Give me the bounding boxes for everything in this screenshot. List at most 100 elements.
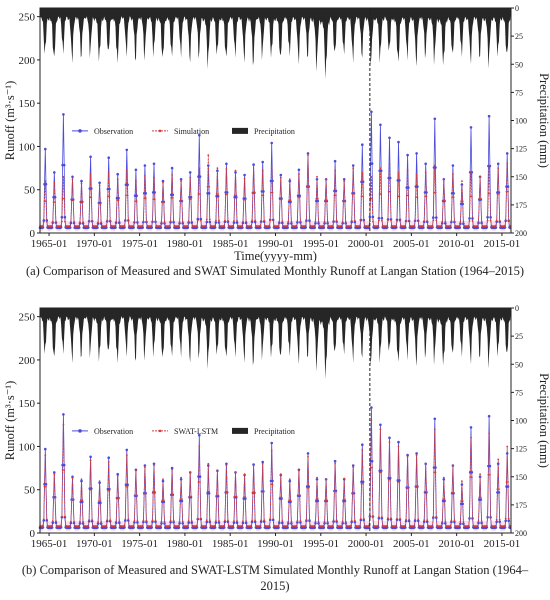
simulation-point bbox=[126, 485, 129, 488]
observation-point bbox=[53, 171, 56, 174]
simulation-point bbox=[424, 490, 426, 493]
observation-point bbox=[477, 521, 480, 525]
simulation-point bbox=[390, 219, 392, 222]
observation-point bbox=[416, 185, 419, 188]
x-tick-label: 1975-01 bbox=[121, 538, 158, 550]
observation-point bbox=[306, 152, 310, 155]
simulation-point bbox=[426, 220, 429, 222]
simulation-point bbox=[444, 220, 447, 223]
simulation-point bbox=[452, 196, 455, 199]
simulation-point bbox=[379, 428, 382, 431]
simulation-point bbox=[118, 220, 121, 223]
observation-point bbox=[279, 173, 283, 177]
simulation-point bbox=[432, 219, 435, 222]
observation-point bbox=[271, 479, 274, 483]
x-tick-label: 2010-01 bbox=[438, 238, 475, 250]
simulation-point bbox=[360, 483, 363, 485]
simulation-point bbox=[408, 518, 410, 521]
legend-observation-label: Observation bbox=[94, 427, 133, 436]
x-tick-label: 2005-01 bbox=[393, 538, 430, 550]
simulation-point bbox=[489, 192, 491, 195]
simulation-point bbox=[72, 498, 75, 501]
simulation-point bbox=[96, 525, 99, 527]
observation-point bbox=[468, 217, 471, 220]
observation-point bbox=[62, 413, 65, 416]
observation-point bbox=[398, 179, 401, 182]
simulation-point bbox=[162, 201, 165, 204]
observation-point bbox=[207, 464, 210, 467]
simulation-point bbox=[196, 224, 198, 227]
simulation-point bbox=[261, 169, 264, 172]
simulation-point bbox=[78, 524, 81, 527]
simulation-point bbox=[344, 498, 346, 501]
simulation-point bbox=[398, 481, 401, 483]
simulation-point bbox=[497, 458, 500, 461]
simulation-point bbox=[227, 219, 229, 222]
simulation-point bbox=[90, 196, 93, 199]
simulation-point bbox=[252, 464, 255, 467]
x-tick-label: 1965-01 bbox=[31, 538, 68, 550]
simulation-point bbox=[242, 220, 244, 223]
x-axis-label: Time(yyyy-mm) bbox=[234, 249, 317, 262]
simulation-point bbox=[79, 520, 81, 523]
observation-point bbox=[53, 195, 57, 199]
simulation-point bbox=[432, 516, 435, 518]
simulation-point bbox=[236, 220, 238, 222]
observation-point bbox=[388, 436, 391, 440]
simulation-point bbox=[199, 481, 201, 483]
observation-point bbox=[99, 222, 103, 225]
simulation-point bbox=[371, 466, 373, 469]
simulation-point bbox=[242, 496, 245, 499]
simulation-point bbox=[233, 194, 236, 197]
simulation-point bbox=[214, 524, 217, 527]
observation-point bbox=[261, 460, 265, 464]
simulation-point bbox=[127, 220, 130, 222]
observation-point bbox=[241, 221, 245, 225]
simulation-point bbox=[453, 220, 456, 223]
simulation-point bbox=[351, 492, 354, 495]
simulation-point bbox=[459, 521, 462, 523]
simulation-point bbox=[416, 485, 419, 488]
observation-point bbox=[368, 215, 372, 219]
simulation-point bbox=[325, 178, 327, 181]
simulation-point bbox=[263, 220, 266, 222]
simulation-point bbox=[226, 193, 229, 196]
observation-point bbox=[487, 414, 491, 418]
simulation-point bbox=[272, 518, 275, 520]
observation-point bbox=[289, 500, 292, 504]
simulation-point bbox=[105, 524, 108, 527]
simulation-point bbox=[159, 524, 162, 527]
simulation-point bbox=[232, 224, 235, 227]
simulation-point bbox=[399, 517, 401, 520]
observation-point bbox=[497, 191, 501, 194]
simulation-point bbox=[153, 198, 156, 201]
observation-point bbox=[216, 194, 220, 198]
simulation-point bbox=[471, 220, 474, 222]
simulation-point bbox=[116, 178, 119, 181]
observation-point bbox=[379, 123, 382, 127]
simulation-point bbox=[425, 195, 428, 198]
simulation-point bbox=[313, 224, 316, 227]
simulation-point bbox=[353, 492, 355, 495]
observation-point bbox=[280, 497, 283, 500]
simulation-point bbox=[316, 476, 318, 479]
simulation-point bbox=[362, 195, 364, 198]
observation-point bbox=[505, 152, 509, 155]
observation-point bbox=[196, 217, 200, 221]
simulation-point bbox=[125, 485, 127, 488]
simulation-point bbox=[133, 221, 136, 223]
simulation-point bbox=[458, 225, 461, 227]
observation-point bbox=[225, 462, 228, 466]
simulation-point bbox=[150, 224, 153, 227]
observation-point bbox=[380, 216, 384, 220]
simulation-point bbox=[452, 464, 454, 467]
observation-point bbox=[161, 179, 165, 183]
simulation-point bbox=[80, 478, 83, 481]
observation-point bbox=[60, 215, 64, 219]
simulation-point bbox=[217, 193, 220, 195]
observation-point bbox=[163, 222, 166, 225]
simulation-point bbox=[370, 175, 373, 178]
observation-point bbox=[433, 417, 437, 421]
simulation-point bbox=[244, 198, 247, 201]
simulation-series bbox=[40, 420, 511, 527]
